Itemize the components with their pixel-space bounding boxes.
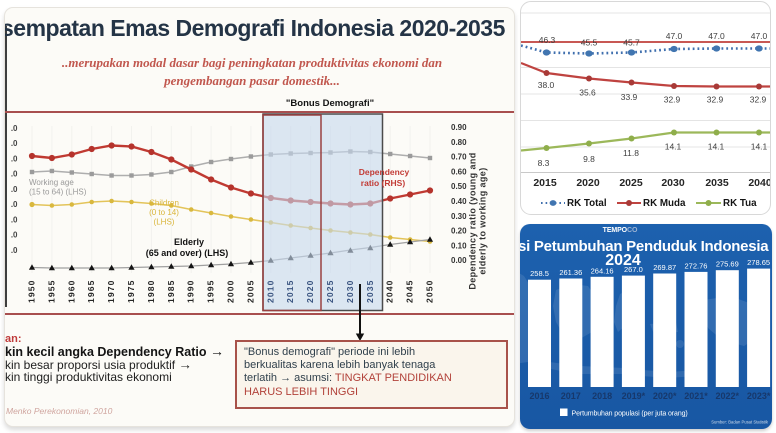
svg-text:1955: 1955 <box>46 279 56 303</box>
svg-text:2025: 2025 <box>325 279 335 303</box>
svg-text:2040: 2040 <box>385 279 395 303</box>
svg-text:2020*: 2020* <box>653 391 677 401</box>
svg-text:ratio (RHS): ratio (RHS) <box>361 178 406 188</box>
svg-text:32.9: 32.9 <box>750 95 767 105</box>
svg-text:0.90: 0.90 <box>451 123 467 132</box>
svg-text:272.76: 272.76 <box>685 261 708 270</box>
svg-text:0.30: 0.30 <box>451 212 467 221</box>
svg-text:264.16: 264.16 <box>591 266 614 275</box>
svg-text:1965: 1965 <box>86 279 96 303</box>
svg-text:2017: 2017 <box>561 391 581 401</box>
svg-text:45.7: 45.7 <box>623 38 640 48</box>
svg-text:0.50: 0.50 <box>451 182 467 191</box>
svg-text:2025: 2025 <box>619 177 643 189</box>
svg-text:2016: 2016 <box>529 391 549 401</box>
svg-text:38.0: 38.0 <box>538 80 555 90</box>
svg-text:(0 to 14): (0 to 14) <box>149 208 179 217</box>
svg-text:2015: 2015 <box>533 177 557 189</box>
svg-text:Working age: Working age <box>29 178 74 187</box>
svg-text:35.6: 35.6 <box>579 88 596 98</box>
svg-text:47.0: 47.0 <box>666 31 683 41</box>
svg-text:.0: .0 <box>11 200 18 209</box>
svg-text:11.8: 11.8 <box>623 148 639 158</box>
svg-text:2020: 2020 <box>305 279 315 303</box>
svg-text:0.60: 0.60 <box>451 167 467 176</box>
svg-text:0.00: 0.00 <box>451 256 467 265</box>
svg-text:.0: .0 <box>11 231 18 240</box>
svg-text:2019*: 2019* <box>622 391 646 401</box>
svg-text:14.1: 14.1 <box>665 142 682 152</box>
svg-text:Children: Children <box>149 199 179 208</box>
svg-text:32.9: 32.9 <box>707 95 724 105</box>
svg-text:.0: .0 <box>11 124 18 133</box>
svg-text:RK Tua: RK Tua <box>723 198 757 209</box>
svg-text:2022*: 2022* <box>716 391 740 401</box>
svg-text:267.0: 267.0 <box>624 265 643 274</box>
svg-text:2000: 2000 <box>226 279 236 303</box>
svg-text:.0: .0 <box>11 155 18 164</box>
svg-text:2021*: 2021* <box>684 391 708 401</box>
svg-text:8.3: 8.3 <box>538 158 550 168</box>
svg-text:2015: 2015 <box>285 279 295 303</box>
svg-text:.0: .0 <box>11 139 18 148</box>
svg-text:Dependency: Dependency <box>359 167 410 177</box>
svg-text:258.5: 258.5 <box>530 269 549 278</box>
svg-text:14.1: 14.1 <box>751 142 768 152</box>
svg-text:RK Total: RK Total <box>567 198 607 209</box>
svg-text:47.0: 47.0 <box>751 31 768 41</box>
svg-text:275.69: 275.69 <box>716 260 739 269</box>
svg-text:2035: 2035 <box>705 177 729 189</box>
svg-text:45.5: 45.5 <box>581 38 598 48</box>
svg-text:2040: 2040 <box>748 177 770 189</box>
svg-text:0.10: 0.10 <box>451 241 467 250</box>
svg-text:278.65: 278.65 <box>747 258 770 267</box>
svg-text:1985: 1985 <box>166 279 176 303</box>
svg-text:(65 and over) (LHS): (65 and over) (LHS) <box>146 248 229 258</box>
svg-text:(LHS): (LHS) <box>154 218 175 227</box>
svg-text:(15 to 64) (LHS): (15 to 64) (LHS) <box>29 188 87 197</box>
svg-text:2005: 2005 <box>245 279 255 303</box>
svg-text:9.8: 9.8 <box>583 154 595 164</box>
svg-text:1980: 1980 <box>146 279 156 303</box>
svg-text:.0: .0 <box>11 216 18 225</box>
svg-text:2030: 2030 <box>345 279 355 303</box>
svg-text:1990: 1990 <box>186 279 196 303</box>
svg-text:2050: 2050 <box>425 279 435 303</box>
svg-text:269.87: 269.87 <box>653 263 676 272</box>
svg-text:Pertumbuhan populasi (per juta: Pertumbuhan populasi (per juta orang) <box>572 411 688 418</box>
svg-text:.0: .0 <box>11 246 18 255</box>
svg-text:0.80: 0.80 <box>451 138 467 147</box>
svg-text:32.9: 32.9 <box>664 95 681 105</box>
svg-text:0.70: 0.70 <box>451 153 467 162</box>
svg-text:.0: .0 <box>11 185 18 194</box>
svg-text:1950: 1950 <box>27 279 37 303</box>
svg-text:261.36: 261.36 <box>559 268 582 277</box>
svg-text:2018: 2018 <box>592 391 612 401</box>
svg-text:2045: 2045 <box>405 279 415 303</box>
svg-text:1960: 1960 <box>66 279 76 303</box>
svg-text:elderly to working age): elderly to working age) <box>478 167 488 274</box>
svg-text:14.1: 14.1 <box>708 142 725 152</box>
svg-text:Elderly: Elderly <box>174 237 204 247</box>
svg-text:0.20: 0.20 <box>451 227 467 236</box>
svg-text:2030: 2030 <box>661 177 685 189</box>
svg-text:47.0: 47.0 <box>708 31 725 41</box>
svg-text:Dependency ratio (young and: Dependency ratio (young and <box>468 152 478 289</box>
svg-text:2035: 2035 <box>365 279 375 303</box>
svg-text:1995: 1995 <box>206 279 216 303</box>
svg-text:1975: 1975 <box>126 279 136 303</box>
svg-text:Sumber: Badan Pusat Statistik: Sumber: Badan Pusat Statistik <box>711 420 769 425</box>
svg-text:33.9: 33.9 <box>621 92 638 102</box>
svg-text:1970: 1970 <box>106 279 116 303</box>
svg-text:2023*: 2023* <box>747 391 771 401</box>
svg-text:RK Muda: RK Muda <box>643 198 686 209</box>
svg-text:0.40: 0.40 <box>451 197 467 206</box>
svg-text:46.3: 46.3 <box>539 35 556 45</box>
svg-text:2010: 2010 <box>265 279 275 303</box>
svg-text:.0: .0 <box>11 170 18 179</box>
svg-text:2020: 2020 <box>576 177 600 189</box>
